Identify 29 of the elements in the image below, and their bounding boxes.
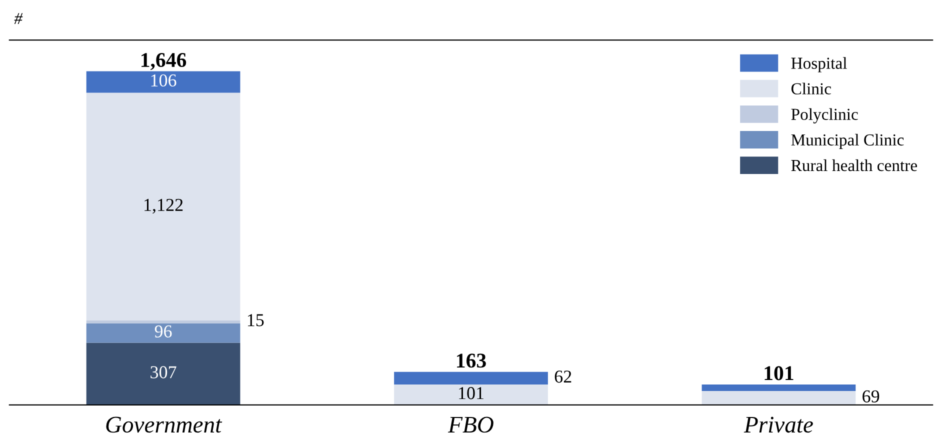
- legend-label: Municipal Clinic: [791, 134, 904, 149]
- data-label: 106: [151, 74, 176, 87]
- legend-label: Clinic: [791, 82, 832, 94]
- bar: [702, 390, 856, 405]
- bar: [86, 71, 240, 93]
- total-label: 1,646: [142, 53, 186, 70]
- data-label: 307: [150, 366, 176, 378]
- total-label: 101: [764, 366, 794, 380]
- x-tick-label: FBO: [448, 416, 494, 433]
- data-label: 62: [554, 370, 572, 383]
- bar: [702, 384, 856, 391]
- x-tick-label: Government: [106, 416, 222, 433]
- bar: [394, 372, 548, 384]
- total-label: 163: [457, 354, 486, 368]
- bar: [394, 384, 548, 405]
- bar: [86, 342, 240, 405]
- data-label: 96: [154, 325, 172, 338]
- legend-label: Hospital: [791, 57, 847, 72]
- legend-label: Polyclinic: [791, 108, 858, 124]
- legend-label: Rural health centre: [791, 159, 917, 172]
- data-label: 69: [862, 390, 880, 402]
- data-label: 101: [459, 387, 484, 400]
- bar: [86, 92, 240, 320]
- bar: [86, 323, 240, 343]
- x-tick-label: Private: [744, 416, 813, 433]
- data-label: 15: [248, 314, 264, 326]
- data-label: 1,122: [144, 198, 183, 214]
- y-axis-title: #: [14, 13, 23, 24]
- bar: [86, 320, 240, 324]
